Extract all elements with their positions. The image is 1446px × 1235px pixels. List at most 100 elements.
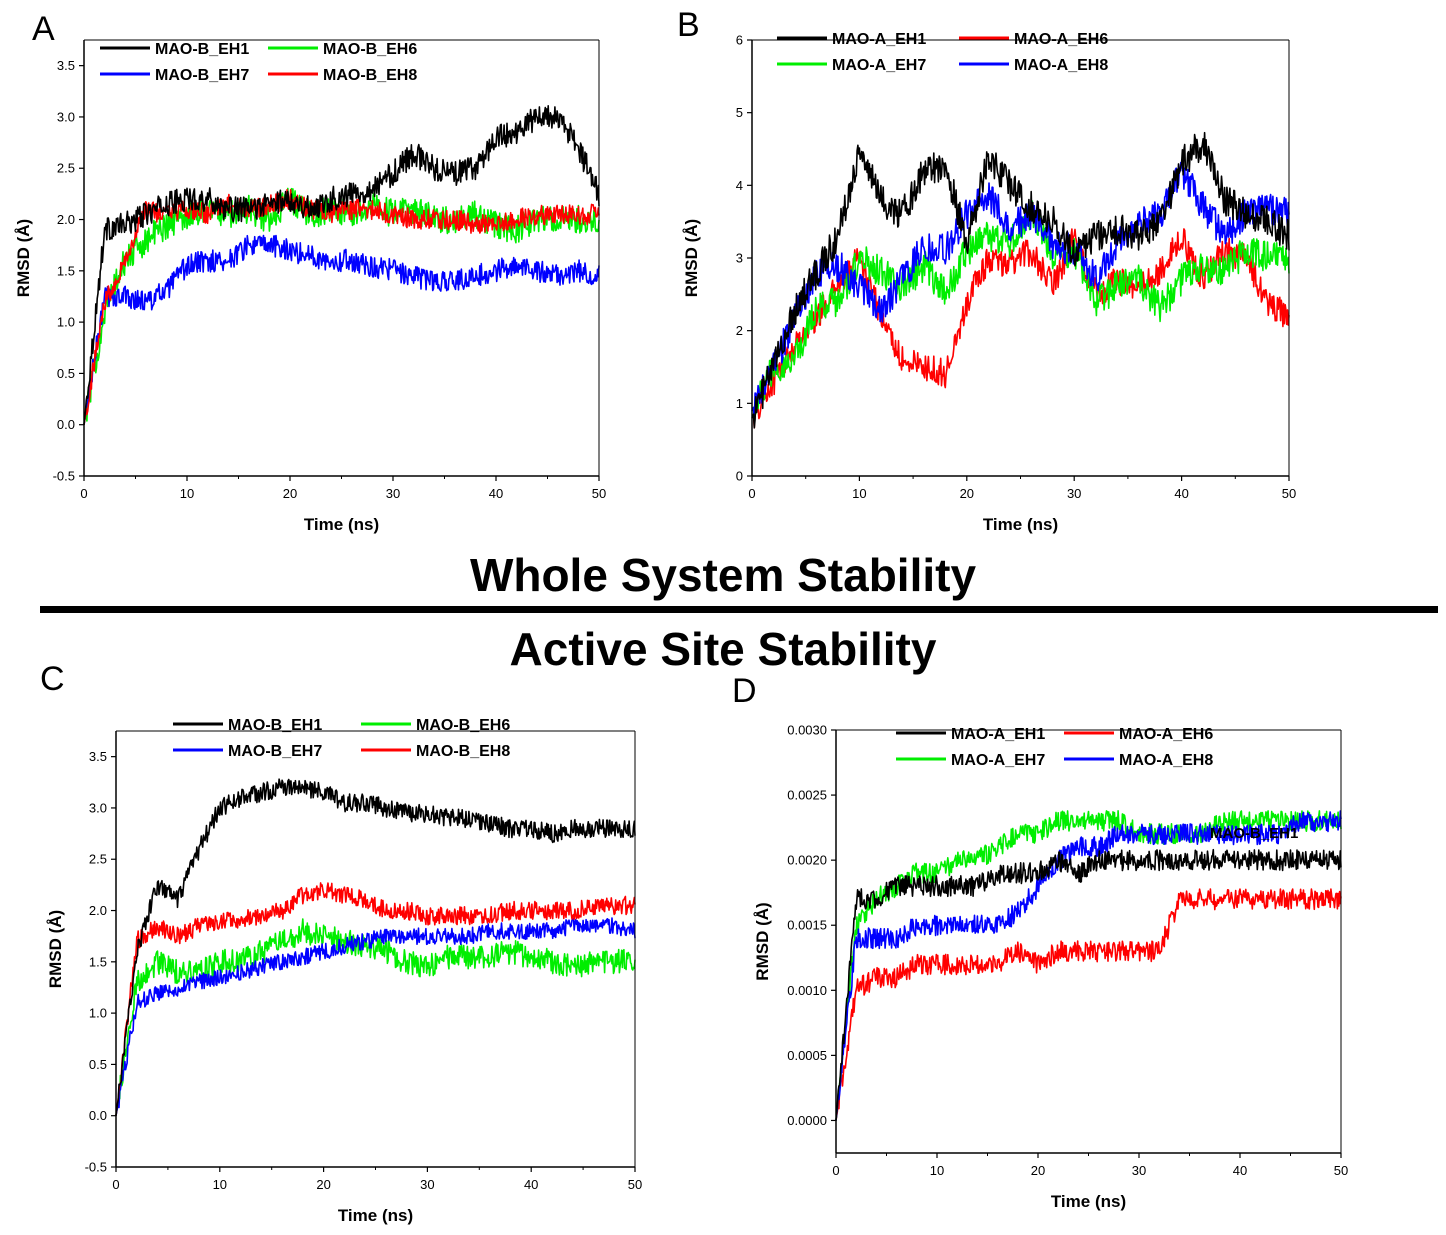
series-line-mao-b-eh7 [83, 234, 600, 425]
y-axis-label: RMSD (Å) [46, 910, 65, 988]
y-tick-label: 0.0 [89, 1108, 107, 1123]
series-line-mao-a-eh1 [835, 848, 1342, 1121]
legend-label-mao-b-eh8: MAO-B_EH8 [323, 67, 417, 84]
series-line-mao-b-eh1 [83, 105, 600, 425]
legend-label-mao-b-eh6: MAO-B_EH6 [416, 717, 510, 734]
x-axis-label: Time (ns) [304, 515, 379, 534]
x-axis-label: Time (ns) [338, 1206, 413, 1225]
section-title-active: Active Site Stability [509, 623, 937, 675]
y-tick-label: 1.0 [89, 1006, 107, 1021]
series-line-mao-a-eh8 [835, 810, 1342, 1121]
section-title-whole: Whole System Stability [469, 549, 977, 601]
y-tick-label: -0.5 [85, 1160, 107, 1175]
legend-label-mao-a-eh7: MAO-A_EH7 [951, 752, 1045, 769]
y-tick-label: 6 [736, 33, 743, 48]
y-tick-label: 2.5 [57, 161, 75, 176]
chart-a-whole-mao-b: 0 10 20 30 40 50 -0.5 0.0 0.5 1.0 1.5 2.0 2.5 3.0 3.5 T… [14, 39, 606, 534]
panel-label-c: C [40, 660, 65, 698]
legend-label-mao-a-eh8: MAO-A_EH8 [1014, 57, 1108, 74]
y-tick-label: -0.5 [53, 469, 75, 484]
legend-label-mao-b-eh7: MAO-B_EH7 [155, 67, 249, 84]
x-tick-label: 0 [748, 486, 755, 501]
legend-label-mao-a-eh1: MAO-A_EH1 [951, 726, 1045, 743]
y-tick-label: 0.0025 [787, 788, 827, 803]
chart-c-active-mao-b: 0 10 20 30 40 50 -0.5 0.0 0.5 1.0 1.5 2.0 2.5 3.0 3.5 T… [46, 717, 642, 1225]
x-tick-label: 10 [180, 486, 194, 501]
y-tick-label: 0.0 [57, 417, 75, 432]
x-tick-label: 50 [628, 1177, 642, 1192]
y-tick-label: 1.0 [57, 315, 75, 330]
x-tick-label: 50 [592, 486, 606, 501]
x-tick-label: 0 [832, 1163, 839, 1178]
panel-label-b: B [677, 6, 700, 44]
series-line-mao-b-eh8 [115, 882, 636, 1116]
y-tick-label: 2.0 [57, 212, 75, 227]
y-tick-label: 0 [736, 469, 743, 484]
x-tick-label: 40 [524, 1177, 538, 1192]
y-tick-label: 3.0 [57, 109, 75, 124]
y-tick-label: 0.5 [89, 1057, 107, 1072]
y-tick-label: 1 [736, 396, 743, 411]
x-tick-label: 10 [852, 486, 866, 501]
series-line-mao-a-eh6 [751, 228, 1290, 429]
series-line-mao-b-eh1 [115, 778, 636, 1116]
series-line-mao-a-eh6 [835, 888, 1342, 1121]
x-tick-label: 20 [1031, 1163, 1045, 1178]
legend-label-mao-a-eh1: MAO-A_EH1 [832, 31, 926, 48]
x-tick-label: 50 [1334, 1163, 1348, 1178]
x-tick-label: 20 [283, 486, 297, 501]
y-tick-label: 2 [736, 323, 743, 338]
y-tick-label: 2.0 [89, 903, 107, 918]
chart-annotation: MAO-B_EH1 [1210, 825, 1298, 842]
x-tick-label: 30 [1067, 486, 1081, 501]
legend-label-mao-a-eh8: MAO-A_EH8 [1119, 752, 1213, 769]
y-tick-label: 0.0020 [787, 853, 827, 868]
legend-label-mao-b-eh1: MAO-B_EH1 [228, 717, 322, 734]
y-tick-label: 0.0000 [787, 1113, 827, 1128]
legend-label-mao-b-eh7: MAO-B_EH7 [228, 743, 322, 760]
legend-label-mao-a-eh6: MAO-A_EH6 [1014, 31, 1108, 48]
y-tick-label: 3.5 [89, 749, 107, 764]
x-tick-label: 40 [1174, 486, 1188, 501]
chart-b-whole-mao-a: 0 10 20 30 40 50 0 1 2 3 4 5 6 Time (ns) RMSD (Å) MAO-A… [682, 31, 1296, 534]
x-tick-label: 0 [80, 486, 87, 501]
legend-label-mao-b-eh1: MAO-B_EH1 [155, 41, 249, 58]
x-tick-label: 30 [1132, 1163, 1146, 1178]
y-tick-label: 0.5 [57, 366, 75, 381]
y-tick-label: 3.0 [89, 800, 107, 815]
x-tick-label: 50 [1282, 486, 1296, 501]
y-tick-label: 1.5 [57, 263, 75, 278]
series-line-mao-a-eh8 [751, 161, 1290, 422]
y-tick-label: 3 [736, 251, 743, 266]
x-tick-label: 10 [930, 1163, 944, 1178]
y-axis-label: RMSD (Å) [14, 219, 33, 297]
series-line-mao-a-eh1 [751, 131, 1290, 429]
x-tick-label: 10 [213, 1177, 227, 1192]
x-axis-label: Time (ns) [1051, 1192, 1126, 1211]
series-line-mao-b-eh8 [83, 188, 600, 425]
y-tick-label: 3.5 [57, 58, 75, 73]
y-axis-label: RMSD (Å) [682, 219, 701, 297]
x-tick-label: 20 [960, 486, 974, 501]
x-tick-label: 30 [386, 486, 400, 501]
chart-d-active-mao-a: 0 10 20 30 40 50 0.0000 0.0005 0.0010 0.0015 0.002… [753, 723, 1348, 1212]
legend-label-mao-a-eh7: MAO-A_EH7 [832, 57, 926, 74]
panel-label-d: D [732, 672, 757, 710]
y-tick-label: 0.0015 [787, 918, 827, 933]
y-tick-label: 2.5 [89, 852, 107, 867]
y-tick-label: 0.0010 [787, 983, 827, 998]
series-line-mao-b-eh6 [83, 187, 600, 425]
x-tick-label: 20 [316, 1177, 330, 1192]
x-tick-label: 30 [420, 1177, 434, 1192]
y-tick-label: 5 [736, 105, 743, 120]
legend-label-mao-b-eh8: MAO-B_EH8 [416, 743, 510, 760]
y-tick-label: 1.5 [89, 954, 107, 969]
legend-label-mao-b-eh6: MAO-B_EH6 [323, 41, 417, 58]
y-tick-label: 4 [736, 178, 743, 193]
x-tick-label: 40 [1233, 1163, 1247, 1178]
series-line-mao-b-eh7 [115, 917, 636, 1116]
section-divider [40, 606, 1438, 613]
legend-label-mao-a-eh6: MAO-A_EH6 [1119, 726, 1213, 743]
x-axis-label: Time (ns) [983, 515, 1058, 534]
series-line-mao-b-eh6 [115, 918, 636, 1116]
